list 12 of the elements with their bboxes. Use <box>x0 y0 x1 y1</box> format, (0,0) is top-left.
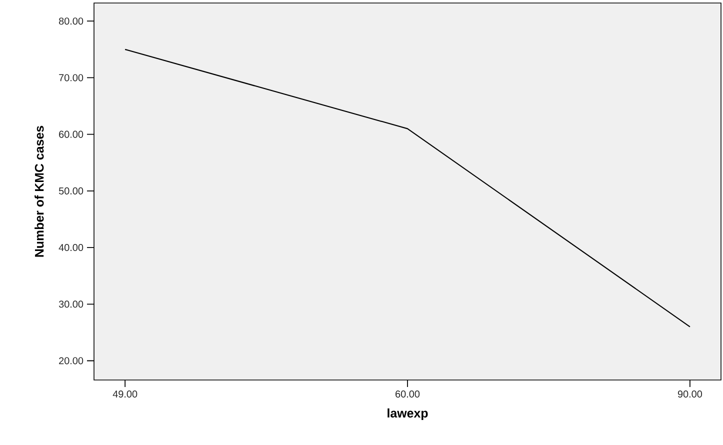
x-tick-label: 49.00 <box>112 390 138 398</box>
y-tick-label: 40.00 <box>58 244 84 252</box>
y-tick-label: 60.00 <box>59 130 84 138</box>
y-tick-label: 50.00 <box>58 187 84 194</box>
x-tick-label: 60.00 <box>396 390 420 398</box>
x-axis-title: lawexp <box>388 408 428 420</box>
y-tick-label: 80.00 <box>58 18 84 25</box>
y-tick-label: 70.00 <box>59 74 84 82</box>
x-tick-label: 90.00 <box>678 390 702 398</box>
y-axis-title: Number of KMC cases <box>34 126 44 257</box>
y-tick-label: 30.00 <box>58 300 84 308</box>
y-tick-label: 20.00 <box>59 357 84 364</box>
